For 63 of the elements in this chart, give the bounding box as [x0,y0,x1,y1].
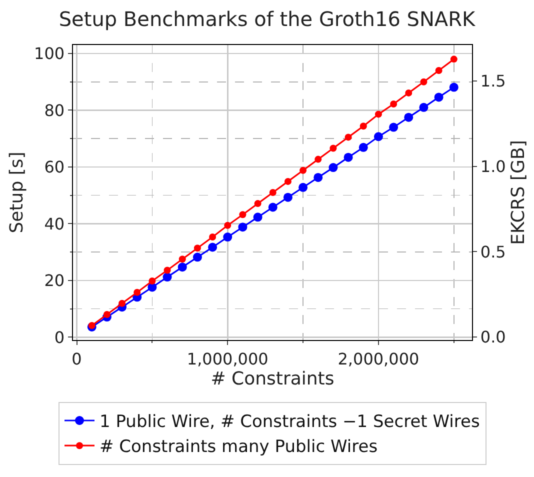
point [300,166,307,174]
y2-tick-label: 1.5 [480,71,506,90]
y2-axis-title: EKCRS [GB] [508,140,529,245]
y-tick-label: 40 [44,214,65,234]
y2-tick-label: 0.5 [480,242,506,262]
point [224,222,232,229]
x-axis-title: # Constraints [210,368,334,390]
point [194,244,201,252]
point [314,156,322,163]
legend-label: # Constraints many Public Wires [100,437,378,458]
y-tick-label: 20 [44,271,65,290]
point [284,178,292,185]
point [283,192,292,202]
point [360,122,367,130]
point [178,256,186,263]
point [344,152,353,162]
point [239,211,246,218]
point [390,100,398,108]
point [223,232,232,242]
y-tick-label: 100 [34,44,65,64]
point [314,172,323,182]
chart-title: Setup Benchmarks of the Groth16 SNARK [58,6,476,31]
point [449,82,458,92]
point [103,310,110,318]
point [435,67,442,74]
x-tick-label: 1,000,000 [186,349,268,368]
point [389,122,398,132]
point [253,212,262,222]
point [450,56,458,63]
point [420,78,428,86]
point [162,272,172,282]
point [209,234,216,241]
point [118,300,126,307]
y2-tick-label: 0.0 [480,328,506,347]
point [268,202,278,212]
point [178,262,187,272]
point [164,266,171,274]
x-tick-label: 2,000,000 [338,349,420,368]
point [419,102,428,112]
point [405,89,412,96]
point [134,288,141,296]
point [344,134,352,141]
y-tick-label: 0 [54,328,65,347]
y-tick-label: 60 [44,158,65,177]
point [254,200,262,208]
x-tick-label: 0 [72,349,82,368]
point [192,252,202,262]
y2-tick-label: 1.0 [480,156,506,176]
point [374,132,383,142]
point [358,142,368,152]
point [269,189,276,196]
point [208,242,218,252]
point [434,92,444,102]
point [404,112,414,122]
point [374,110,382,118]
y-tick-label: 80 [44,100,65,120]
legend-label: 1 Public Wire, # Constraints −1 Secret Wires [100,412,480,432]
point [148,278,156,284]
point [330,144,337,152]
point [298,182,308,192]
y-axis-title: Setup [s] [6,152,28,234]
point [238,222,248,232]
point [328,163,338,172]
